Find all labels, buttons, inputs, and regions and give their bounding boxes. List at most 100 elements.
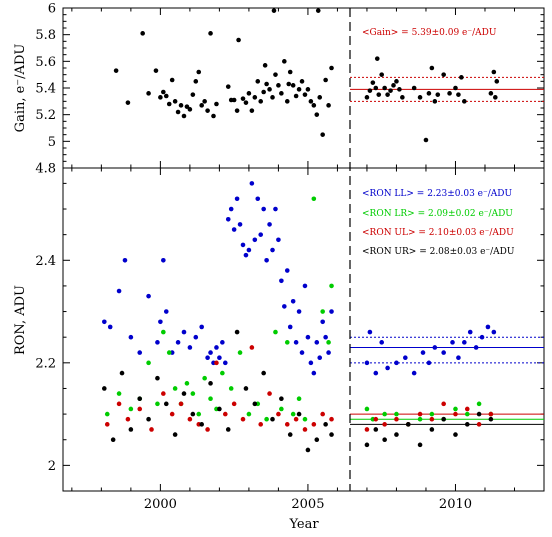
data-point bbox=[379, 72, 384, 77]
data-point bbox=[488, 91, 494, 96]
data-point bbox=[462, 340, 467, 345]
data-point bbox=[184, 104, 190, 109]
data-point bbox=[476, 422, 482, 427]
data-point bbox=[137, 406, 143, 412]
data-point bbox=[394, 416, 399, 422]
data-point bbox=[315, 8, 321, 13]
data-point bbox=[140, 31, 145, 36]
data-point bbox=[491, 329, 497, 335]
data-point bbox=[193, 334, 199, 340]
data-point bbox=[329, 309, 334, 314]
data-point bbox=[255, 79, 261, 84]
data-point bbox=[373, 416, 379, 422]
data-point bbox=[231, 227, 237, 232]
data-point bbox=[172, 432, 178, 437]
data-point bbox=[323, 422, 328, 427]
data-point bbox=[223, 360, 228, 366]
data-point bbox=[181, 329, 187, 335]
data-point bbox=[102, 319, 107, 325]
data-point bbox=[163, 401, 169, 407]
bottom-panel-frame bbox=[62, 167, 545, 492]
data-point bbox=[426, 360, 432, 366]
ron-ul-annotation: <RON UL> = 2.10±0.03 e⁻/ADU bbox=[362, 228, 514, 238]
data-point bbox=[293, 93, 299, 99]
data-point bbox=[246, 411, 252, 417]
data-point bbox=[249, 181, 255, 186]
data-point bbox=[374, 56, 380, 61]
data-point bbox=[423, 137, 429, 143]
data-point bbox=[155, 401, 160, 407]
top-annotation: <Gain> = 5.39±0.09 e⁻/ADU bbox=[362, 28, 497, 38]
data-point bbox=[240, 242, 246, 248]
data-point bbox=[267, 87, 272, 92]
data-point bbox=[311, 370, 317, 376]
data-point bbox=[146, 360, 151, 366]
data-point bbox=[273, 329, 278, 335]
data-point bbox=[411, 85, 417, 91]
data-point bbox=[181, 113, 187, 119]
data-point bbox=[119, 370, 125, 376]
data-point bbox=[320, 411, 325, 417]
data-point bbox=[464, 422, 470, 427]
data-point bbox=[426, 91, 432, 96]
data-point bbox=[317, 355, 323, 360]
data-point bbox=[394, 360, 399, 366]
data-point bbox=[125, 416, 131, 422]
data-point bbox=[146, 416, 151, 422]
data-point bbox=[493, 95, 498, 100]
data-point bbox=[234, 108, 240, 113]
data-point bbox=[163, 93, 169, 99]
bottom-y-tick-label: 4.8 bbox=[35, 162, 56, 177]
data-point bbox=[376, 92, 382, 97]
data-point bbox=[261, 370, 266, 376]
data-point bbox=[382, 85, 387, 91]
data-point bbox=[317, 95, 323, 100]
data-point bbox=[473, 345, 479, 350]
data-point bbox=[237, 222, 243, 227]
data-point bbox=[190, 92, 196, 97]
data-point bbox=[364, 406, 370, 412]
data-point bbox=[190, 391, 196, 396]
data-point bbox=[199, 103, 204, 108]
data-point bbox=[397, 87, 402, 92]
data-point bbox=[429, 65, 435, 71]
data-point bbox=[453, 406, 458, 412]
data-point bbox=[429, 427, 435, 432]
data-point bbox=[220, 370, 225, 376]
data-point bbox=[405, 422, 411, 427]
data-point bbox=[296, 309, 302, 314]
data-point bbox=[382, 411, 387, 417]
data-point bbox=[166, 101, 172, 107]
data-point bbox=[236, 37, 241, 43]
top-y-tick-label: 5.2 bbox=[35, 108, 56, 123]
data-point bbox=[261, 206, 266, 212]
data-point bbox=[225, 216, 231, 222]
bottom-y-tick-label: 2.4 bbox=[35, 254, 56, 269]
data-point bbox=[456, 92, 461, 97]
data-point bbox=[175, 340, 181, 345]
data-point bbox=[161, 89, 166, 95]
data-point bbox=[228, 386, 234, 391]
data-point bbox=[494, 79, 500, 84]
data-point bbox=[211, 113, 216, 119]
data-point bbox=[264, 416, 269, 422]
data-point bbox=[305, 334, 311, 340]
data-point bbox=[217, 406, 222, 412]
data-point bbox=[491, 69, 497, 75]
data-point bbox=[302, 416, 308, 422]
data-point bbox=[270, 95, 275, 100]
data-point bbox=[178, 103, 184, 108]
data-point bbox=[373, 427, 379, 432]
data-point bbox=[208, 31, 213, 36]
data-point bbox=[382, 422, 387, 427]
data-point bbox=[391, 83, 396, 88]
data-point bbox=[329, 283, 334, 289]
top-y-tick-label: 5.4 bbox=[35, 82, 56, 97]
data-point bbox=[240, 416, 246, 422]
data-point bbox=[258, 422, 264, 427]
data-point bbox=[158, 95, 163, 100]
data-point bbox=[394, 411, 399, 417]
data-point bbox=[299, 350, 305, 355]
data-point bbox=[462, 99, 467, 104]
bottom-axis-ticks: 2 2.2 2.4 4.8 2000 2005 2010 bbox=[35, 162, 545, 512]
